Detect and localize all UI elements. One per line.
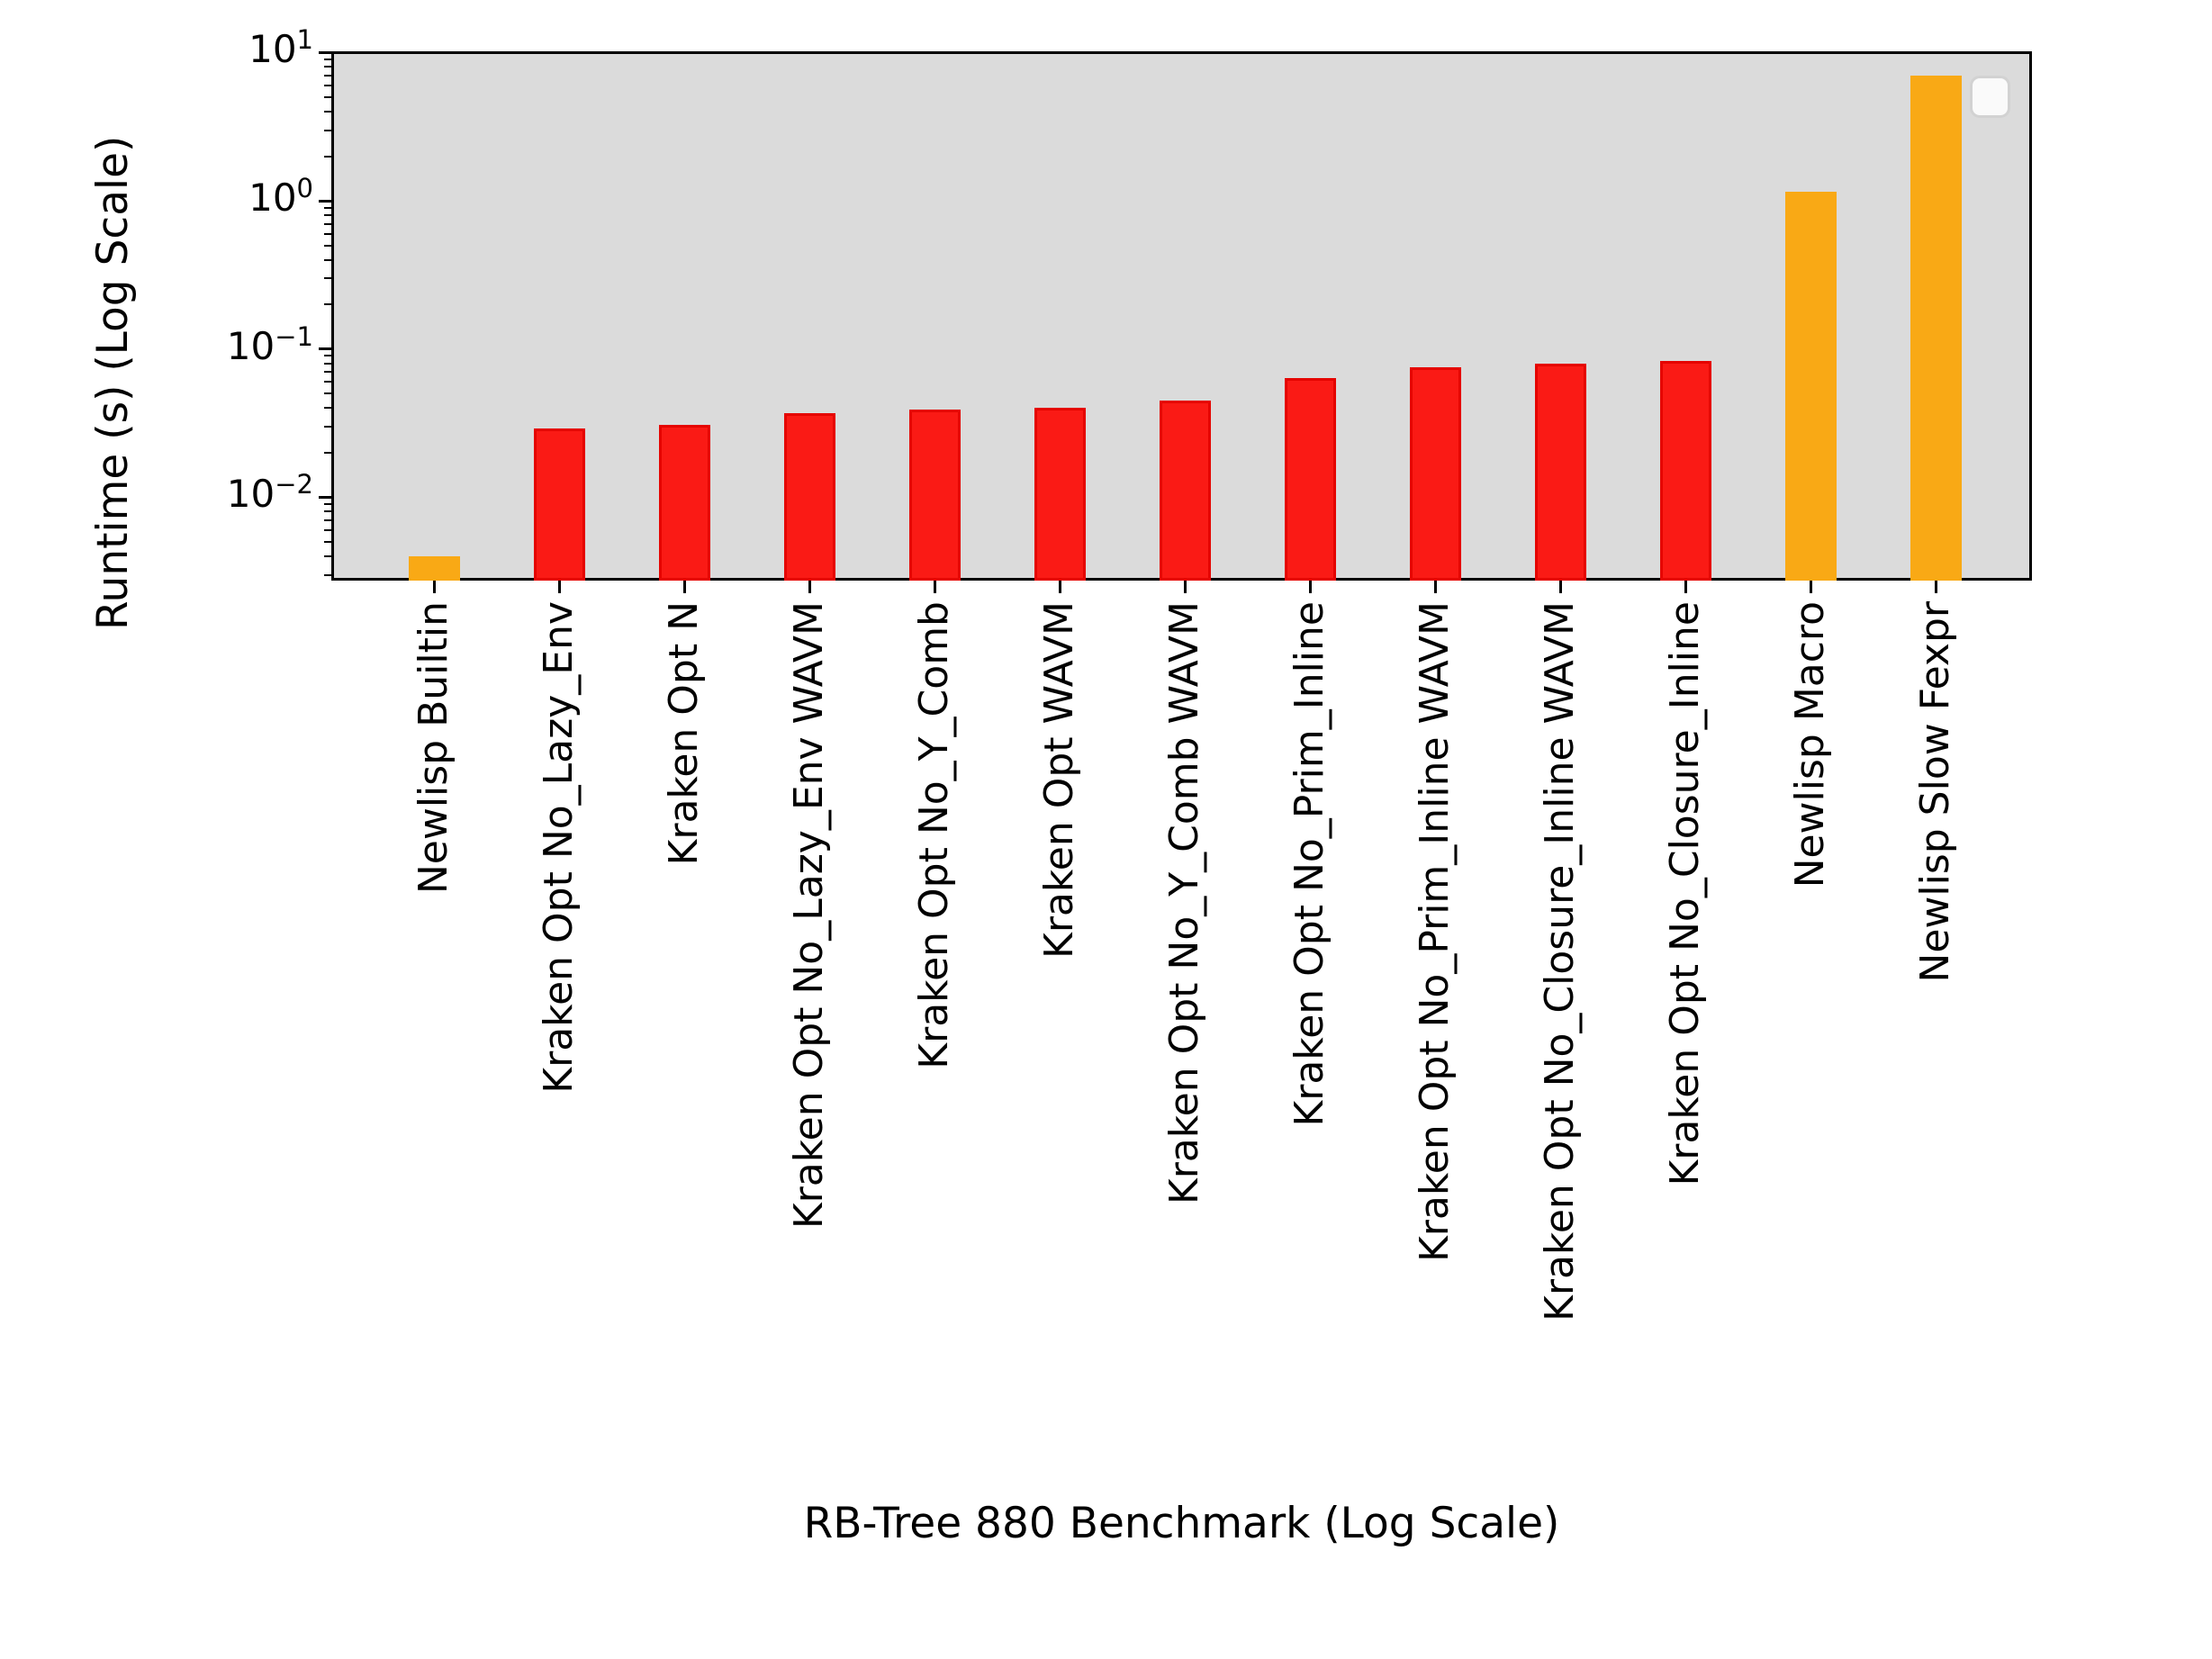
bar-kraken-opt-no-prim-inline-wavm <box>1409 367 1461 581</box>
y-minor-tick <box>324 222 331 225</box>
y-minor-tick <box>324 362 331 365</box>
x-tick-label: Kraken Opt No_Y_Comb <box>911 601 957 1069</box>
y-minor-tick <box>324 518 331 521</box>
x-tick-label: Kraken Opt No_Lazy_Env <box>536 601 582 1094</box>
y-tick <box>319 199 331 203</box>
x-tick-label: Kraken Opt No_Prim_Inline WAVM <box>1412 601 1458 1263</box>
x-tick-label: Kraken Opt No_Y_Comb WAVM <box>1161 601 1207 1205</box>
x-tick-label: Newlisp Slow Fexpr <box>1912 601 1958 983</box>
y-minor-tick <box>324 355 331 357</box>
y-minor-tick <box>324 528 331 531</box>
y-tick <box>319 50 331 54</box>
x-tick-label: Kraken Opt No_Lazy_Env WAVM <box>786 601 832 1230</box>
x-tick <box>1934 581 1937 593</box>
y-minor-tick <box>324 214 331 217</box>
x-tick <box>1684 581 1687 593</box>
y-minor-tick <box>324 58 331 60</box>
x-tick <box>1308 581 1312 593</box>
x-tick <box>1433 581 1437 593</box>
x-tick-label: Newlisp Macro <box>1787 601 1833 888</box>
bar-kraken-opt-no-prim-inline <box>1284 377 1336 581</box>
y-tick-label: 10−1 <box>226 320 313 368</box>
bar-kraken-opt-no-y-comb-wavm <box>1159 400 1211 581</box>
x-tick <box>1809 581 1812 593</box>
y-axis-label: Runtime (s) (Log Scale) <box>88 135 138 630</box>
y-minor-tick <box>324 232 331 235</box>
y-minor-tick <box>324 155 331 158</box>
y-tick <box>319 495 331 499</box>
y-minor-tick <box>324 392 331 395</box>
x-axis-label: RB-Tree 880 Benchmark (Log Scale) <box>803 1499 1560 1548</box>
legend-box <box>1970 76 2010 118</box>
x-tick-label: Kraken Opt WAVM <box>1036 601 1082 960</box>
y-minor-tick <box>324 510 331 513</box>
y-minor-tick <box>324 407 331 410</box>
y-minor-tick <box>324 244 331 247</box>
x-tick <box>1058 581 1061 593</box>
x-tick-label: Kraken Opt No_Prim_Inline <box>1287 601 1332 1127</box>
y-minor-tick <box>324 95 331 98</box>
y-minor-tick <box>324 303 331 306</box>
x-tick <box>808 581 811 593</box>
y-tick-label: 100 <box>248 173 313 221</box>
y-minor-tick <box>324 206 331 209</box>
bar-newlisp-macro <box>1784 192 1837 581</box>
plot-area <box>331 51 2032 581</box>
y-minor-tick <box>324 74 331 77</box>
y-minor-tick <box>324 129 331 131</box>
y-minor-tick <box>324 502 331 505</box>
x-tick <box>1183 581 1187 593</box>
y-tick <box>319 347 331 351</box>
y-tick-label: 101 <box>248 24 313 72</box>
y-minor-tick <box>324 573 331 576</box>
y-minor-tick <box>324 381 331 383</box>
x-tick <box>933 581 936 593</box>
x-tick <box>557 581 561 593</box>
y-minor-tick <box>324 66 331 68</box>
x-tick-label: Kraken Opt N <box>661 601 707 866</box>
y-minor-tick <box>324 371 331 374</box>
bar-kraken-opt-no-lazy-env <box>533 428 585 581</box>
bar-kraken-opt-no-closure-inline <box>1659 361 1711 581</box>
y-minor-tick <box>324 451 331 454</box>
y-minor-tick <box>324 540 331 543</box>
y-minor-tick <box>324 110 331 113</box>
y-minor-tick <box>324 258 331 261</box>
y-minor-tick <box>324 277 331 280</box>
bar-newlisp-builtin <box>408 555 460 581</box>
y-minor-tick <box>324 555 331 557</box>
x-tick <box>1558 581 1562 593</box>
x-tick-label: Kraken Opt No_Closure_Inline <box>1662 601 1708 1186</box>
y-tick-label: 10−2 <box>226 469 313 517</box>
bar-kraken-opt-no-lazy-env-wavm <box>783 412 835 581</box>
x-tick <box>682 581 686 593</box>
x-tick-label: Newlisp Builtin <box>411 601 456 895</box>
bar-kraken-opt-wavm <box>1034 408 1086 581</box>
x-tick-label: Kraken Opt No_Closure_Inline WAVM <box>1537 601 1583 1321</box>
bar-kraken-opt-n <box>658 424 710 581</box>
x-tick <box>432 581 436 593</box>
y-minor-tick <box>324 425 331 428</box>
bar-kraken-opt-no-closure-inline-wavm <box>1534 363 1586 581</box>
bar-kraken-opt-no-y-comb <box>908 410 961 581</box>
bar-newlisp-slow-fexpr <box>1910 75 1962 581</box>
y-minor-tick <box>324 84 331 86</box>
